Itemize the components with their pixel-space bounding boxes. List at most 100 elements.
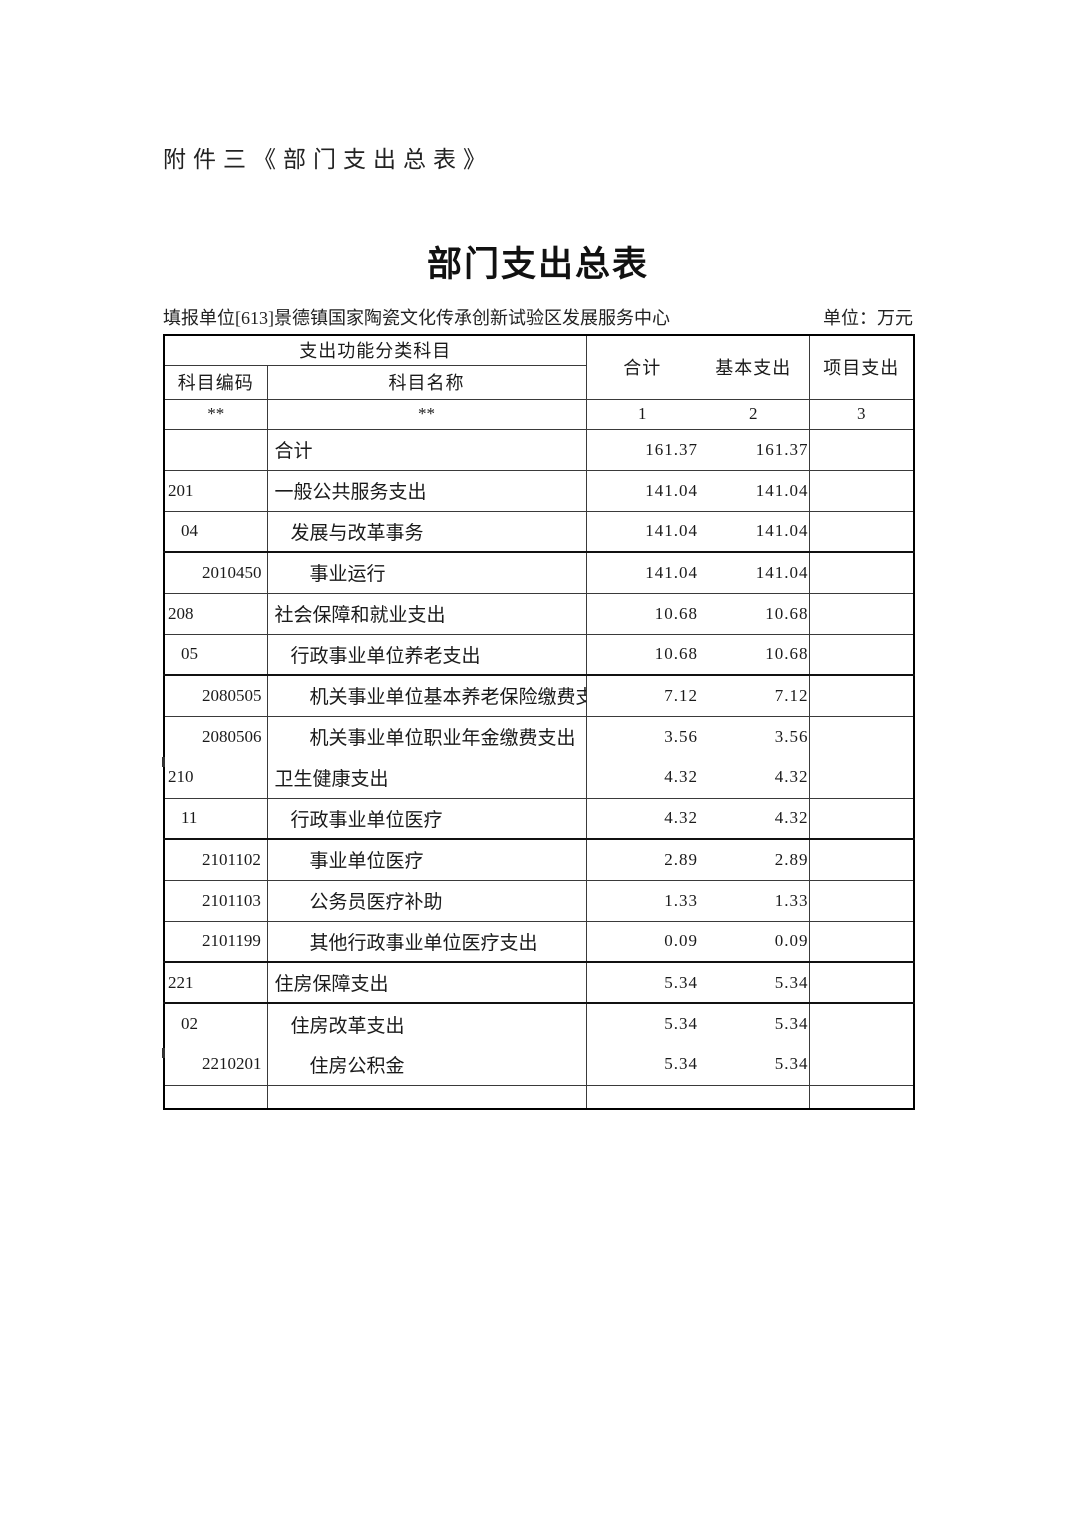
project-cell — [809, 428, 914, 470]
subject-name-cell: 机关事业单位基本养老保险缴费支出 — [267, 674, 587, 716]
header-row-group: 支出功能分类科目 合计 基本支出 项目支出 — [164, 335, 914, 399]
index-code: ** — [164, 398, 268, 429]
table-body: 合计 161.37 161.37 201 一般公共服务支出 141.04 141… — [164, 428, 914, 1109]
subject-name-cell: 发展与改革事务 — [267, 510, 587, 552]
table-row: 2101199 其他行政事业单位医疗支出 0.09 0.09 — [164, 920, 914, 962]
header-col-code: 科目编码 — [164, 364, 268, 399]
subject-name-cell: 社会保障和就业支出 — [267, 592, 587, 634]
basic-cell: 5.34 — [698, 1044, 810, 1085]
basic-cell — [698, 1084, 810, 1109]
index-basic: 2 — [698, 398, 810, 429]
total-cell: 10.68 — [586, 633, 698, 675]
table-row: 02 住房改革支出 5.34 5.34 — [164, 1002, 914, 1044]
total-cell: 161.37 — [586, 428, 698, 470]
total-cell: 0.09 — [586, 920, 698, 962]
subject-name-cell: 行政事业单位医疗 — [267, 797, 587, 839]
project-cell — [809, 1084, 914, 1109]
header-col-project: 项目支出 — [823, 358, 900, 379]
total-cell: 5.34 — [586, 961, 698, 1003]
index-project: 3 — [809, 398, 914, 429]
header-row-subcols: 科目编码 科目名称 — [164, 364, 914, 399]
subject-code-cell: 2101103 — [164, 879, 268, 921]
project-cell — [809, 797, 914, 839]
basic-cell: 5.34 — [698, 961, 810, 1003]
subject-code-cell: 05 — [164, 633, 268, 675]
subject-code-cell: 221 — [164, 961, 268, 1003]
total-cell: 141.04 — [586, 551, 698, 593]
basic-cell: 141.04 — [698, 510, 810, 552]
subject-code-cell: 2210201 — [164, 1044, 268, 1085]
total-cell: 5.34 — [586, 1002, 698, 1044]
page-break-tick — [162, 1048, 165, 1058]
total-cell: 5.34 — [664, 1054, 698, 1074]
table-row: 201 一般公共服务支出 141.04 141.04 — [164, 469, 914, 511]
table-row: 2080506 机关事业单位职业年金缴费支出 3.56 3.56 — [164, 715, 914, 757]
subject-code-cell: 11 — [164, 797, 268, 839]
subject-code-cell: 210 — [164, 757, 268, 798]
project-cell — [809, 715, 914, 757]
subject-code-cell: 2080505 — [164, 674, 268, 716]
header-col-basic: 基本支出 — [698, 335, 810, 399]
project-cell — [809, 838, 914, 880]
subject-code-cell: 2010450 — [164, 551, 268, 593]
basic-cell: 161.37 — [698, 428, 810, 470]
expenditure-table: 支出功能分类科目 合计 基本支出 项目支出 科目编码 科目名称 ** ** 1 … — [163, 334, 915, 1110]
unit-note-label: 单位：万元 — [823, 308, 913, 328]
expenditure-table-wrap: 支出功能分类科目 合计 基本支出 项目支出 科目编码 科目名称 ** ** 1 … — [162, 334, 915, 1110]
subject-name-cell: 公务员医疗补助 — [267, 879, 587, 921]
subject-code-cell: 2080506 — [164, 715, 268, 757]
index-total: 1 — [586, 398, 698, 429]
basic-cell: 141.04 — [698, 469, 810, 511]
project-cell — [809, 551, 914, 593]
basic-cell: 1.33 — [698, 879, 810, 921]
total-cell: 4.32 — [586, 797, 698, 839]
table-row: 2101103 公务员医疗补助 1.33 1.33 — [164, 879, 914, 921]
table-row: 210 卫生健康支出 4.32 4.32 — [164, 757, 914, 798]
subject-code-cell: 04 — [164, 510, 268, 552]
basic-cell: 141.04 — [698, 551, 810, 593]
total-cell: 2.89 — [586, 838, 698, 880]
project-cell — [809, 757, 914, 798]
table-row-empty — [164, 1084, 914, 1109]
total-cell: 1.33 — [586, 879, 698, 921]
table-row: 221 住房保障支出 5.34 5.34 — [164, 961, 914, 1003]
subject-name-cell: 一般公共服务支出 — [267, 469, 587, 511]
total-cell: 141.04 — [586, 510, 698, 552]
header-col-total: 合计 — [623, 358, 662, 379]
document-content: 附件三《部门支出总表》 部门支出总表 填报单位[613]景德镇国家陶瓷文化传承创… — [162, 0, 915, 1110]
table-header: 支出功能分类科目 合计 基本支出 项目支出 科目编码 科目名称 ** ** 1 … — [164, 335, 914, 429]
header-col-name: 科目名称 — [267, 364, 587, 399]
total-cell — [586, 1084, 698, 1109]
page-title: 部门支出总表 — [426, 245, 649, 284]
subject-name-cell: 住房保障支出 — [267, 961, 587, 1003]
table-row: 208 社会保障和就业支出 10.68 10.68 — [164, 592, 914, 634]
table-row: 11 行政事业单位医疗 4.32 4.32 — [164, 797, 914, 839]
subject-code-cell: 2101199 — [164, 920, 268, 962]
project-cell — [809, 1002, 914, 1044]
table-row: 2101102 事业单位医疗 2.89 2.89 — [164, 838, 914, 880]
subject-code-cell — [164, 1084, 268, 1109]
subject-name-cell: 机关事业单位职业年金缴费支出 — [267, 715, 587, 757]
basic-cell: 3.56 — [698, 715, 810, 757]
basic-cell: 10.68 — [698, 633, 810, 675]
basic-cell: 4.32 — [698, 757, 810, 798]
subject-name-cell — [267, 1084, 587, 1109]
basic-cell: 4.32 — [698, 797, 810, 839]
total-cell: 141.04 — [586, 469, 698, 511]
basic-cell: 0.09 — [698, 920, 810, 962]
project-cell — [809, 961, 914, 1003]
total-cell: 7.12 — [586, 674, 698, 716]
subject-name-cell: 事业单位医疗 — [267, 838, 587, 880]
subject-name-cell: 卫生健康支出 — [267, 757, 587, 798]
basic-cell: 2.89 — [698, 838, 810, 880]
column-index-row: ** ** 1 2 3 — [164, 398, 914, 429]
project-cell — [809, 510, 914, 552]
subject-name-cell: 住房公积金 — [267, 1044, 587, 1085]
subject-code-cell — [164, 428, 268, 470]
table-meta-row: 填报单位[613]景德镇国家陶瓷文化传承创新试验区发展服务中心 单位：万元 — [163, 304, 913, 330]
header-group-title: 支出功能分类科目 — [164, 335, 587, 365]
project-cell — [809, 469, 914, 511]
basic-cell: 5.34 — [698, 1002, 810, 1044]
subject-code-cell: 02 — [164, 1002, 268, 1044]
